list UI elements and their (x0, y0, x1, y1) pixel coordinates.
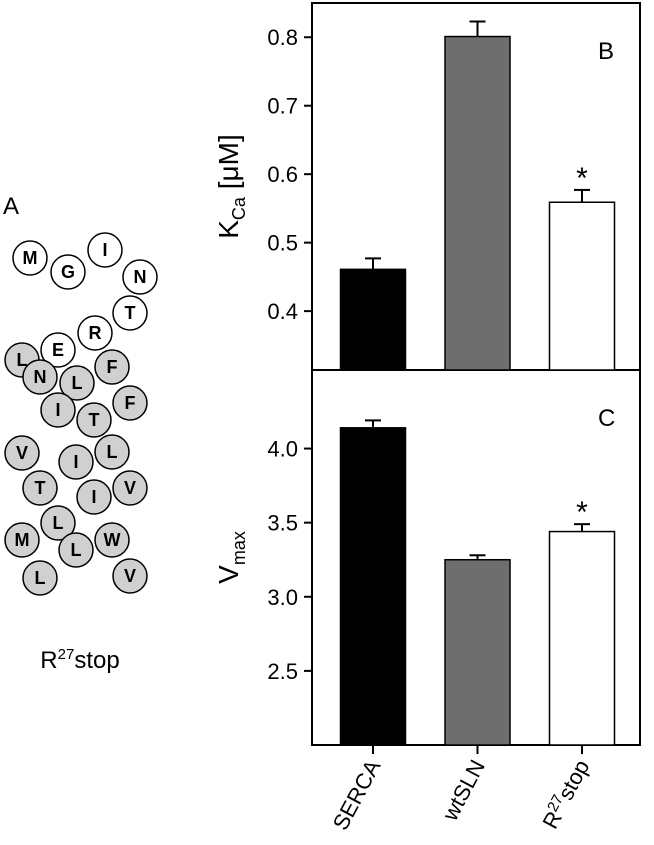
y-label-sub: Ca (229, 196, 249, 220)
residue (59, 365, 95, 401)
residue (112, 558, 148, 594)
y-label-main: K (213, 220, 244, 239)
bar (548, 201, 616, 371)
residue (40, 392, 76, 428)
residue-letter: L (17, 350, 28, 370)
residue (58, 532, 94, 568)
residue-letter: V (124, 478, 136, 498)
residue (50, 254, 86, 290)
significance-star: * (576, 162, 588, 195)
y-tick-label: 0.4 (267, 299, 298, 324)
residue-letter: T (125, 303, 136, 323)
residue-letter: V (124, 566, 136, 586)
residue (4, 522, 40, 558)
residue-letter: L (72, 373, 83, 393)
residue-letter: G (61, 262, 75, 282)
residue-letter: F (107, 357, 118, 377)
y-axis-label: KCa [μM] (213, 134, 249, 239)
panel-label: A (3, 193, 19, 220)
y-tick-label: 4.0 (267, 437, 298, 462)
y-label-main: V (213, 565, 244, 584)
x-tick-label: SERCA (328, 755, 386, 834)
y-tick-label: 3.5 (267, 511, 298, 536)
bar (444, 558, 511, 746)
residue-letter: I (102, 240, 107, 260)
residue-letter: M (15, 530, 30, 550)
y-tick-label: 0.7 (267, 94, 298, 119)
y-axis-label: Vmax (213, 531, 249, 584)
caption: R27stop (40, 646, 119, 674)
residue (22, 470, 58, 506)
residue (87, 232, 123, 268)
residue-letter: I (73, 452, 78, 472)
residue (58, 444, 94, 480)
caption-main: R (40, 647, 57, 674)
residue-letter: F (125, 393, 136, 413)
residue-letter: M (23, 248, 38, 268)
residue-letter: E (52, 340, 64, 360)
y-tick-label: 3.0 (267, 585, 298, 610)
residue (77, 315, 113, 351)
residue-letter: R (89, 323, 102, 343)
panel-label: C (598, 405, 615, 432)
y-tick-label: 0.8 (267, 25, 298, 50)
residue (76, 479, 112, 515)
bar (548, 530, 616, 746)
residue (22, 359, 58, 395)
residue-letter: L (71, 540, 82, 560)
caption-sup: 27 (58, 646, 75, 663)
y-tick-label: 0.6 (267, 162, 298, 187)
residue (76, 402, 112, 438)
residue (40, 332, 76, 368)
bar (444, 35, 511, 371)
residue (22, 560, 58, 596)
x-tick-label: R27stop (537, 755, 595, 833)
bar (339, 427, 407, 746)
caption-rest: stop (74, 647, 119, 674)
y-label-rest: [μM] (213, 134, 244, 197)
residue-letter: I (55, 400, 60, 420)
residue (94, 434, 130, 470)
residue-letter: N (134, 267, 147, 287)
residue-letter: I (91, 487, 96, 507)
bar (339, 268, 407, 371)
residue (112, 385, 148, 421)
significance-star: * (576, 496, 588, 529)
residue-letter: T (35, 478, 46, 498)
y-tick-label: 2.5 (267, 659, 298, 684)
residue-letter: L (35, 568, 46, 588)
residue-letter: V (16, 443, 28, 463)
residue (94, 349, 130, 385)
residue (12, 240, 48, 276)
residue-letter: L (53, 513, 64, 533)
residue-letter: L (107, 442, 118, 462)
residue (112, 295, 148, 331)
panel-label: B (598, 38, 614, 65)
residue-letter: T (89, 410, 100, 430)
residue (122, 259, 158, 295)
y-label-sub: max (229, 531, 249, 565)
x-tick-label: wtSLN (437, 756, 490, 826)
residue (112, 470, 148, 506)
residue-letter: N (34, 367, 47, 387)
residue-letter: W (104, 530, 121, 550)
residue (94, 522, 130, 558)
residue (40, 505, 76, 541)
y-tick-label: 0.5 (267, 231, 298, 256)
residue (4, 435, 40, 471)
